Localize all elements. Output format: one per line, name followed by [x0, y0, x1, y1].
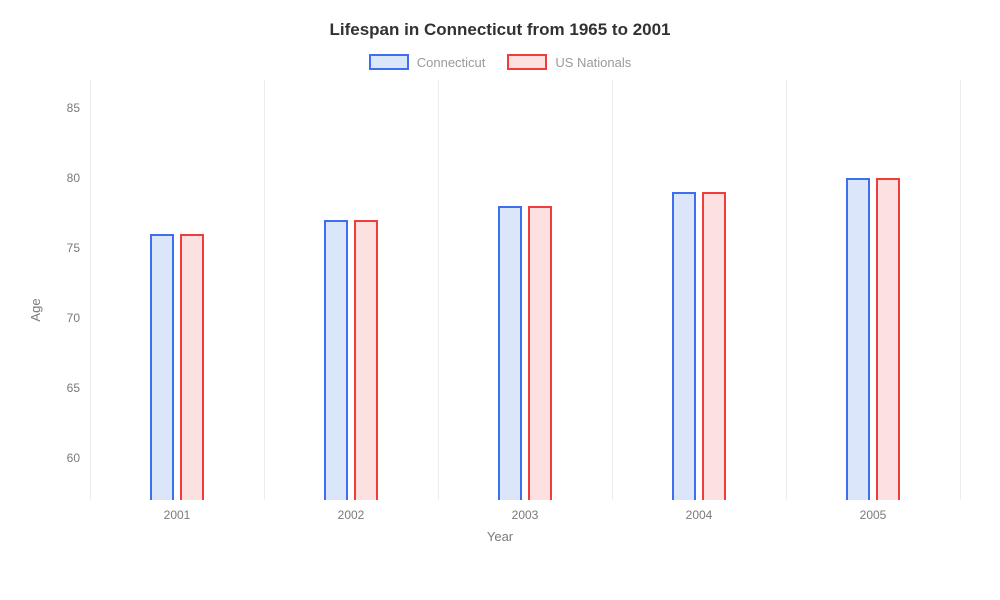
bar	[702, 192, 726, 500]
legend-swatch-us-nationals	[507, 54, 547, 70]
bar	[876, 178, 900, 500]
bar	[180, 234, 204, 500]
gridline	[438, 80, 439, 500]
gridline	[612, 80, 613, 500]
legend-label: US Nationals	[555, 55, 631, 70]
bar	[150, 234, 174, 500]
plot-area: 60657075808520012002200320042005	[90, 80, 960, 500]
y-axis-label: Age	[28, 298, 43, 321]
x-tick: 2003	[512, 508, 539, 522]
legend-item-connecticut: Connecticut	[369, 54, 486, 70]
legend-swatch-connecticut	[369, 54, 409, 70]
gridline	[960, 80, 961, 500]
bar	[528, 206, 552, 500]
bar	[672, 192, 696, 500]
x-tick: 2005	[860, 508, 887, 522]
chart-container: Lifespan in Connecticut from 1965 to 200…	[0, 0, 1000, 600]
x-tick: 2002	[338, 508, 365, 522]
plot-outer: Age 60657075808520012002200320042005 Yea…	[30, 80, 970, 540]
gridline	[90, 80, 91, 500]
legend: Connecticut US Nationals	[30, 54, 970, 70]
x-tick: 2001	[164, 508, 191, 522]
gridline	[264, 80, 265, 500]
y-tick: 75	[67, 241, 80, 255]
x-axis-label: Year	[487, 529, 513, 544]
y-tick: 85	[67, 101, 80, 115]
chart-title: Lifespan in Connecticut from 1965 to 200…	[30, 20, 970, 40]
bar	[846, 178, 870, 500]
bar	[498, 206, 522, 500]
y-tick: 60	[67, 451, 80, 465]
legend-item-us-nationals: US Nationals	[507, 54, 631, 70]
x-tick: 2004	[686, 508, 713, 522]
legend-label: Connecticut	[417, 55, 486, 70]
bar	[324, 220, 348, 500]
y-tick: 65	[67, 381, 80, 395]
y-tick: 70	[67, 311, 80, 325]
gridline	[786, 80, 787, 500]
bar	[354, 220, 378, 500]
y-tick: 80	[67, 171, 80, 185]
